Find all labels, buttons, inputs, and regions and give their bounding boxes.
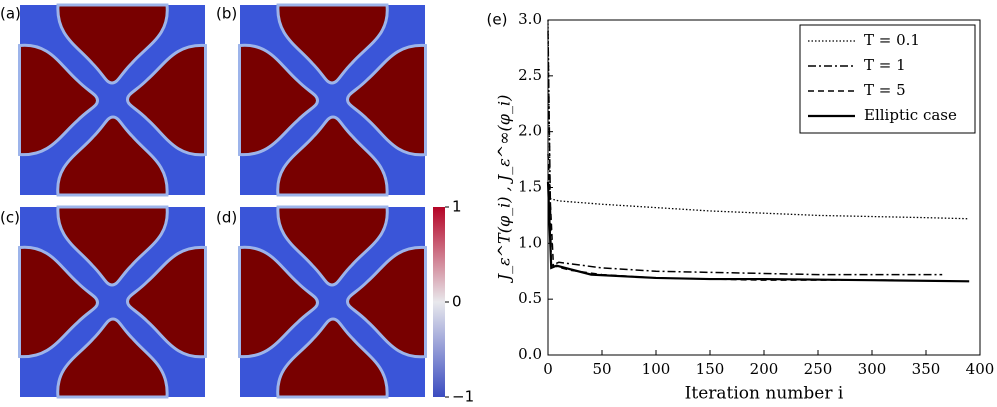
x-tick-label: 350 [912, 360, 941, 378]
y-tick-label: 1.0 [518, 233, 542, 251]
x-tick-label: 250 [804, 360, 833, 378]
x-tick-label: 400 [966, 360, 995, 378]
y-tick-label: 3.0 [518, 10, 542, 28]
panel-label: (e) [487, 11, 508, 29]
image-b [240, 5, 426, 195]
image-d [240, 207, 426, 397]
y-tick-label: 1.5 [518, 178, 542, 196]
legend-label: T = 0.1 [864, 31, 920, 49]
x-tick-label: 150 [696, 360, 725, 378]
panel-label: (c) [0, 209, 20, 227]
y-tick-label: 2.0 [518, 122, 542, 140]
panel-label: (a) [0, 5, 21, 23]
x-tick-label: 50 [592, 360, 611, 378]
y-axis-label: J_ε^T(φ_i) , J_ε^∞(φ_i) [495, 95, 514, 284]
legend-label: T = 1 [864, 56, 906, 74]
colorbar [433, 207, 445, 397]
panel-label: (b) [216, 5, 237, 23]
colorbar-tick-label: 0 [452, 293, 462, 311]
x-tick-label: 200 [750, 360, 779, 378]
y-tick-label: 2.5 [518, 66, 542, 84]
colorbar-tick-label: −1 [452, 388, 474, 406]
image-a [20, 5, 206, 195]
y-tick-label: 0.0 [518, 345, 542, 363]
panel-label: (d) [216, 209, 237, 227]
legend-label: T = 5 [864, 81, 906, 99]
legend-label: Elliptic case [864, 106, 957, 124]
image-c [20, 207, 206, 397]
line [547, 19, 970, 220]
x-axis-label: Iteration number i [685, 384, 844, 404]
x-tick-label: 100 [642, 360, 671, 378]
x-tick-label: 0 [543, 360, 553, 378]
y-tick-label: 0.5 [518, 289, 542, 307]
line [546, 181, 970, 283]
colorbar-tick-label: 1 [452, 198, 462, 216]
x-tick-label: 300 [858, 360, 887, 378]
line [547, 31, 943, 276]
line [547, 153, 894, 281]
